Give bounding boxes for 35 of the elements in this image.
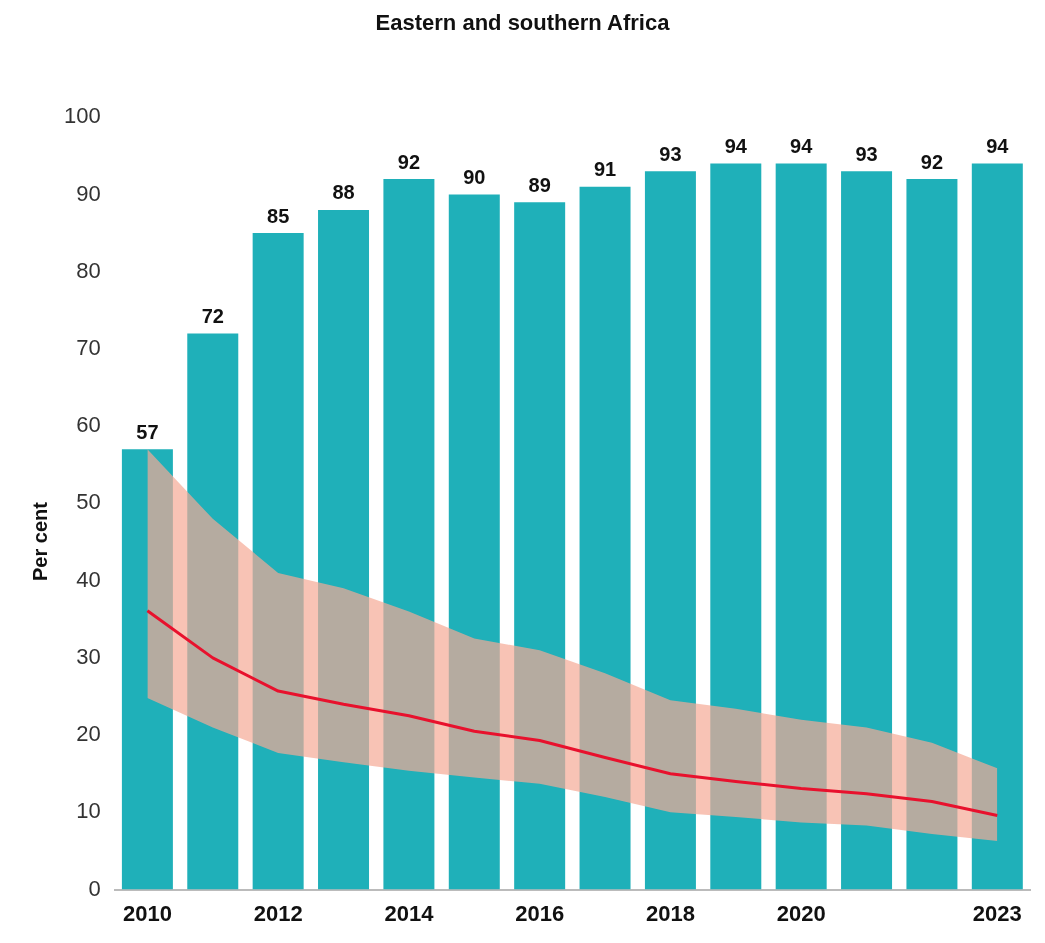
y-tick-label: 10: [76, 798, 101, 824]
x-tick-label: 2016: [515, 900, 565, 926]
data-label: 72: [201, 304, 224, 327]
data-label: 93: [659, 142, 682, 165]
data-label: 93: [855, 142, 878, 165]
y-tick-label: 20: [76, 721, 101, 747]
y-tick-label: 30: [76, 643, 101, 669]
y-tick-label: 0: [88, 875, 101, 901]
data-label: 92: [920, 150, 944, 173]
data-label: 89: [528, 173, 551, 196]
y-tick-label: 40: [76, 566, 101, 592]
y-tick-label: 50: [76, 489, 101, 515]
x-tick-label: 2023: [972, 900, 1022, 926]
data-label: 91: [593, 158, 617, 181]
x-tick-label: 2012: [253, 900, 303, 926]
data-label: 90: [463, 165, 486, 188]
y-tick-label: 60: [76, 412, 101, 438]
y-tick-label: 70: [76, 334, 101, 360]
data-label: 94: [790, 135, 814, 158]
data-label: 57: [136, 420, 159, 443]
data-label: 88: [332, 181, 355, 204]
x-tick-label: 2014: [384, 900, 435, 926]
x-tick-label: 2010: [122, 900, 172, 926]
data-label: 94: [986, 135, 1010, 158]
y-tick-label: 90: [76, 180, 101, 206]
data-label: 92: [397, 150, 421, 173]
y-tick-label: 100: [63, 103, 101, 129]
x-tick-label: 2018: [645, 900, 695, 926]
bar: [971, 163, 1023, 890]
y-tick-label: 80: [76, 257, 101, 283]
y-axis-title: Per cent: [28, 501, 52, 583]
chart-title: Eastern and southern Africa: [374, 10, 671, 36]
data-label: 85: [267, 204, 290, 227]
x-tick-label: 2020: [776, 900, 826, 926]
data-label: 94: [724, 135, 748, 158]
